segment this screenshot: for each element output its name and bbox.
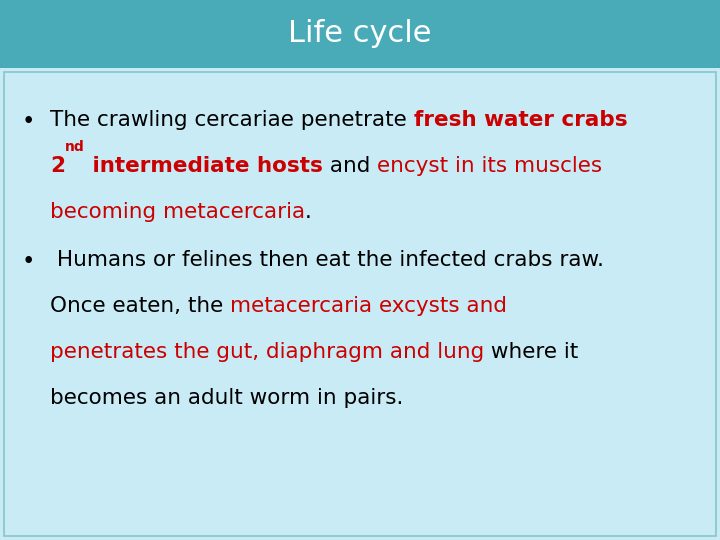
Text: becoming: becoming bbox=[50, 202, 163, 222]
Text: metacercaria excysts and: metacercaria excysts and bbox=[230, 296, 507, 316]
Text: fresh water crabs: fresh water crabs bbox=[413, 110, 627, 130]
Bar bbox=[0, 0, 720, 68]
Text: becomes an adult worm in pairs.: becomes an adult worm in pairs. bbox=[50, 388, 403, 408]
Text: encyst in its muscles: encyst in its muscles bbox=[377, 156, 602, 176]
Text: .: . bbox=[305, 202, 312, 222]
Text: where it: where it bbox=[485, 342, 578, 362]
Text: Once eaten, the: Once eaten, the bbox=[50, 296, 230, 316]
Text: •: • bbox=[22, 110, 35, 133]
Text: Life cycle: Life cycle bbox=[288, 19, 432, 49]
Text: and: and bbox=[323, 156, 377, 176]
Bar bbox=[4, 72, 716, 536]
Text: Humans or felines then eat the infected crabs raw.: Humans or felines then eat the infected … bbox=[50, 251, 604, 271]
Text: penetrates the gut, diaphragm and lung: penetrates the gut, diaphragm and lung bbox=[50, 342, 485, 362]
Text: metacercaria: metacercaria bbox=[163, 202, 305, 222]
Text: •: • bbox=[22, 251, 35, 273]
Text: nd: nd bbox=[65, 140, 85, 154]
Text: The crawling cercariae penetrate: The crawling cercariae penetrate bbox=[50, 110, 413, 130]
Text: 2: 2 bbox=[50, 156, 65, 176]
Text: intermediate hosts: intermediate hosts bbox=[85, 156, 323, 176]
